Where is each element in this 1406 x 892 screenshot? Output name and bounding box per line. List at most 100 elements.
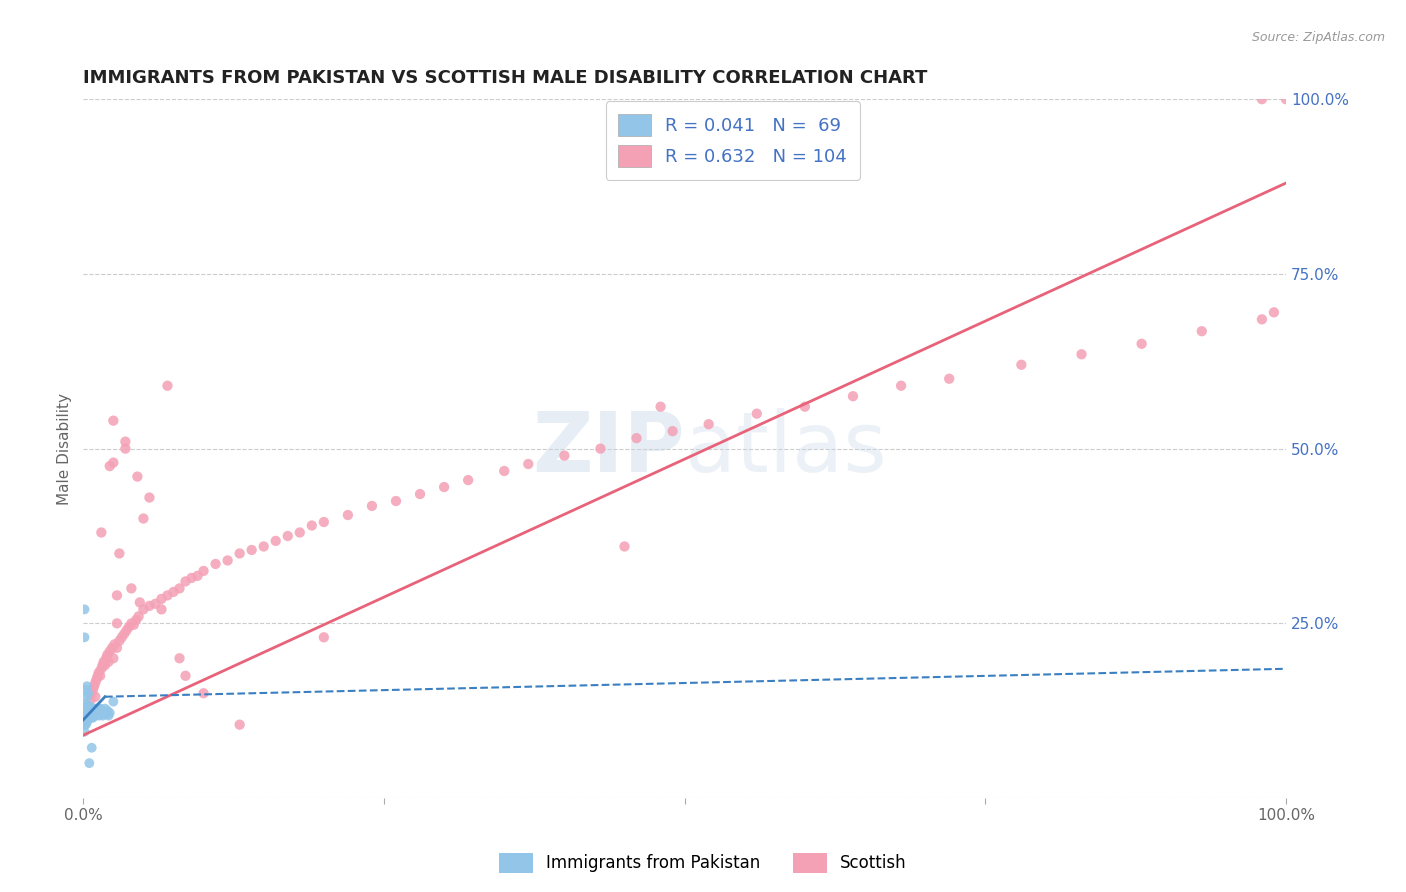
Point (89, 669, 111, 683)
Legend: R = 0.041   N =  69, R = 0.632   N = 104: R = 0.041 N = 69, R = 0.632 N = 104 (606, 101, 859, 179)
Point (76, 679, 98, 693)
Point (76, 701, 98, 715)
Point (1275, 92, 1298, 106)
Text: IMMIGRANTS FROM PAKISTAN VS SCOTTISH MALE DISABILITY CORRELATION CHART: IMMIGRANTS FROM PAKISTAN VS SCOTTISH MAL… (83, 69, 928, 87)
Point (138, 599, 160, 613)
Point (79, 711, 101, 725)
Point (103, 695, 125, 709)
Point (80, 686, 103, 700)
Point (75, 717, 97, 731)
Point (138, 491, 160, 505)
Point (128, 609, 150, 624)
Point (120, 582, 142, 596)
Point (86, 706, 108, 720)
Point (76, 715, 98, 730)
Point (94, 651, 117, 665)
Point (101, 640, 124, 655)
Point (112, 627, 135, 641)
Point (125, 613, 148, 627)
Point (73, 711, 96, 725)
Point (1191, 324, 1213, 338)
Point (745, 407, 768, 421)
Point (91, 704, 114, 718)
Text: atlas: atlas (685, 409, 886, 489)
Point (890, 378, 912, 392)
Point (94, 707, 117, 722)
Point (80, 711, 103, 725)
Point (103, 414, 125, 428)
Point (75, 704, 97, 718)
Point (79, 698, 101, 713)
Point (98, 459, 121, 474)
Point (264, 533, 287, 548)
Point (169, 651, 191, 665)
Point (87, 704, 110, 718)
Point (253, 540, 276, 554)
Point (361, 499, 384, 513)
Point (103, 651, 125, 665)
Point (97, 708, 120, 723)
Point (108, 546, 131, 560)
Point (312, 515, 335, 529)
Point (96, 648, 118, 662)
Point (77, 704, 100, 718)
Point (385, 494, 408, 508)
Point (73, 717, 96, 731)
Point (93, 655, 115, 669)
Point (457, 473, 479, 487)
Point (409, 487, 432, 501)
Point (84, 706, 107, 720)
Point (114, 434, 136, 449)
Point (86, 672, 108, 686)
Point (661, 424, 683, 438)
Point (494, 464, 516, 478)
Point (626, 431, 648, 445)
Point (80, 707, 103, 722)
Point (122, 617, 145, 632)
Point (80, 740, 103, 755)
Point (87, 708, 110, 723)
Point (84, 708, 107, 723)
Point (87, 707, 110, 722)
Point (217, 553, 239, 567)
Point (277, 529, 299, 543)
Point (108, 633, 131, 648)
Point (187, 569, 209, 583)
Point (93, 706, 115, 720)
Point (87, 665, 110, 680)
Point (1010, 358, 1032, 372)
Point (240, 543, 263, 558)
Point (90, 707, 112, 722)
Point (553, 449, 575, 463)
Point (75, 714, 97, 729)
Point (1130, 336, 1153, 351)
Point (80, 708, 103, 723)
Point (1070, 347, 1092, 361)
Point (94, 701, 117, 715)
Point (84, 690, 107, 704)
Point (103, 637, 125, 651)
Point (228, 546, 250, 560)
Point (127, 469, 149, 483)
Point (79, 700, 101, 714)
Point (89, 701, 111, 715)
Point (111, 630, 134, 644)
Point (79, 711, 101, 725)
Point (89, 706, 111, 720)
Legend: Immigrants from Pakistan, Scottish: Immigrants from Pakistan, Scottish (492, 847, 914, 880)
Point (517, 457, 540, 471)
Point (162, 585, 184, 599)
Point (83, 704, 105, 718)
Point (77, 707, 100, 722)
Point (118, 620, 141, 634)
Point (82, 682, 104, 697)
Point (83, 679, 105, 693)
Point (75, 682, 97, 697)
Point (79, 756, 101, 771)
Point (1251, 312, 1274, 326)
Point (76, 698, 98, 713)
Point (174, 669, 197, 683)
Point (132, 511, 155, 525)
Point (73, 602, 96, 616)
Point (97, 655, 120, 669)
